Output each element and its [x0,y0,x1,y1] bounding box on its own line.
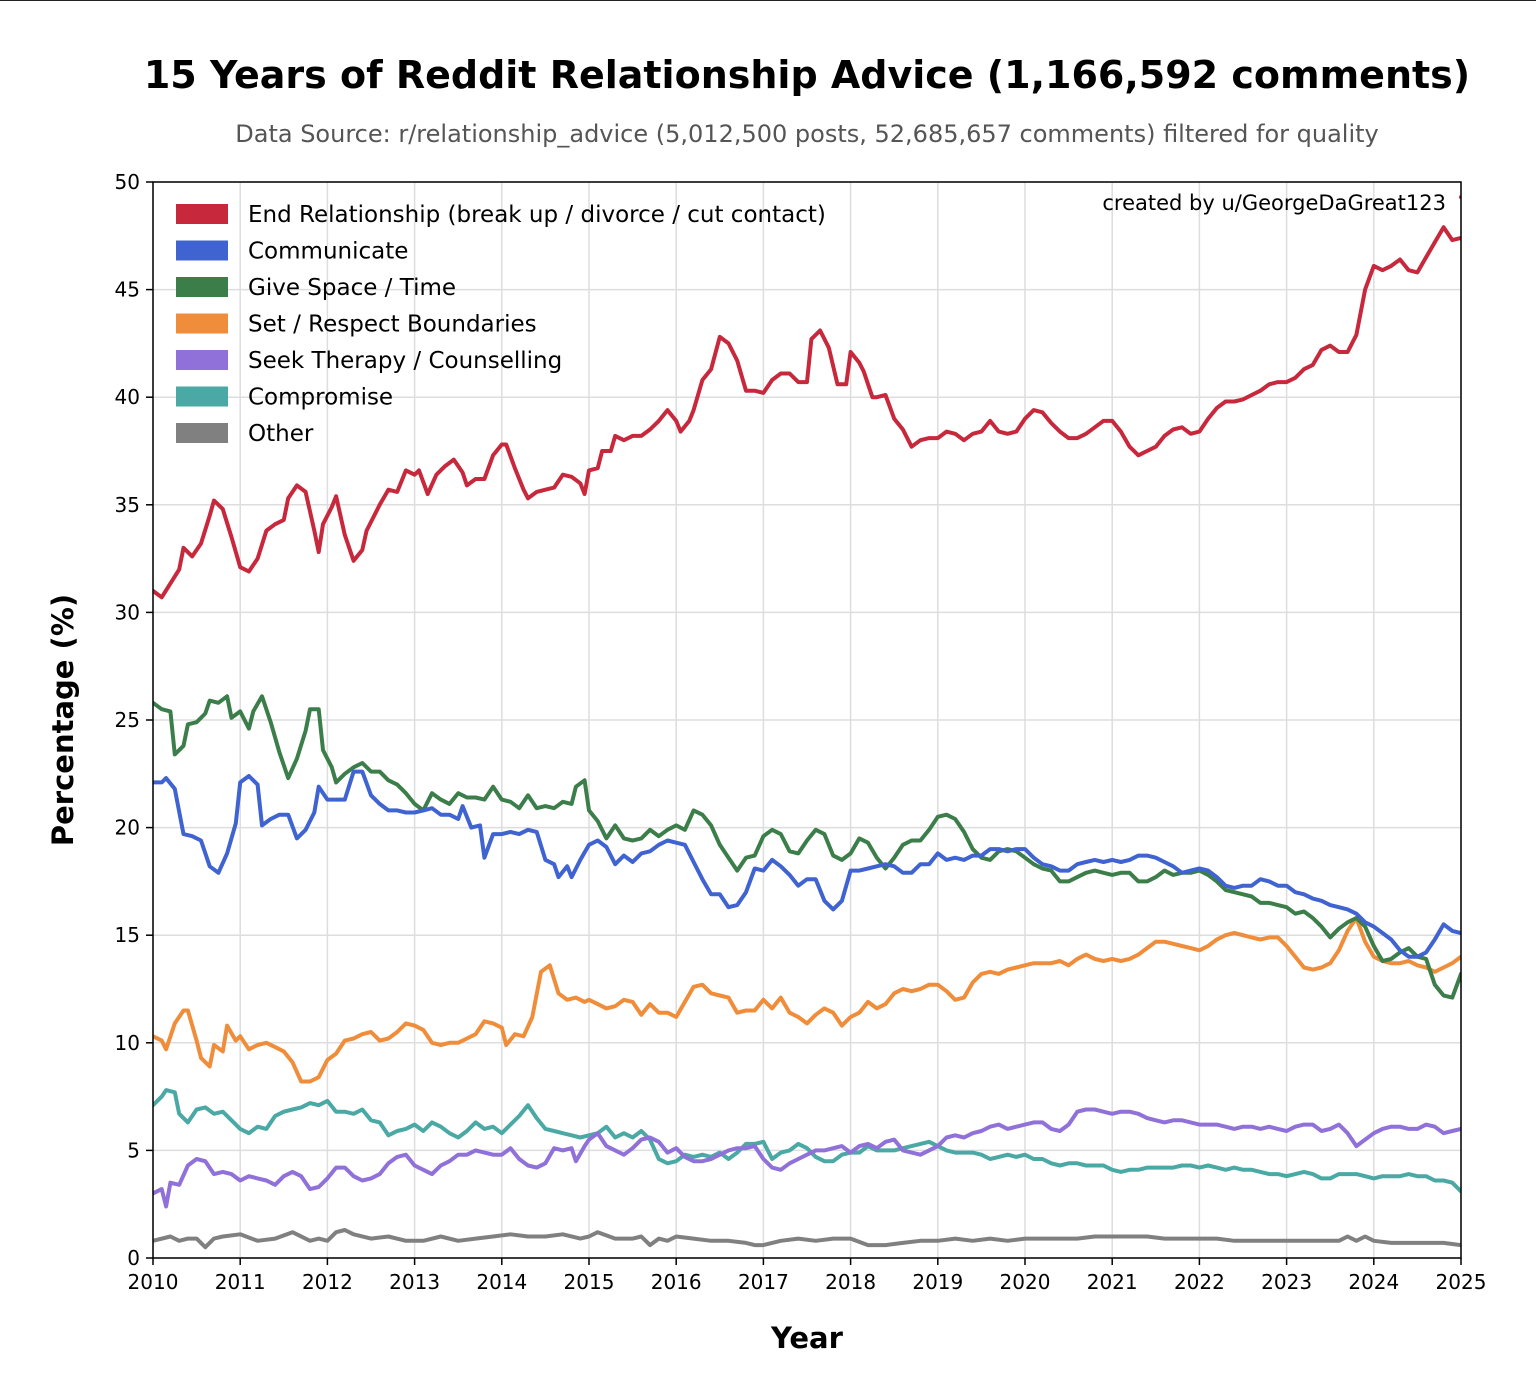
grid [152,181,1462,1259]
x-tick-label: 2013 [389,1270,440,1294]
x-tick-label: 2019 [912,1270,963,1294]
legend: End Relationship (break up / divorce / c… [176,202,826,447]
x-tick-label: 2022 [1174,1270,1225,1294]
top-border [0,0,1536,1]
y-tick-label: 25 [115,708,140,732]
series-lines [153,195,1461,1250]
legend-swatch [176,277,228,297]
legend-label: Give Space / Time [248,275,456,301]
x-tick-label: 2023 [1261,1270,1312,1294]
legend-swatch [176,423,228,443]
legend-label: Set / Respect Boundaries [248,312,537,338]
x-tick-label: 2021 [1087,1270,1138,1294]
legend-swatch [176,204,228,224]
legend-swatch [176,313,228,334]
x-tick-label: 2014 [476,1270,527,1294]
series-line-end-relationship-break-up-divorce-cut-contact [153,195,1461,600]
x-tick-label: 2020 [1000,1270,1051,1294]
y-tick-label: 0 [127,1246,140,1270]
x-tick-label: 2016 [651,1270,702,1294]
series-line-seek-therapy-counselling [153,1107,1461,1209]
y-axis-ticks: 0 5 10 15 20 25 30 35 40 45 50 [115,170,153,1270]
y-tick-label: 35 [115,493,140,517]
legend-swatch [176,386,228,407]
x-tick-label: 2025 [1436,1270,1487,1294]
x-axis-label: Year [770,1321,844,1355]
y-tick-label: 10 [115,1031,140,1055]
y-tick-label: 20 [115,816,140,840]
series-line-set-respect-boundaries [153,916,1461,1084]
y-tick-label: 45 [115,278,140,302]
legend-swatch [176,240,228,261]
x-tick-label: 2010 [128,1270,179,1294]
x-tick-label: 2024 [1348,1270,1399,1294]
series-line-communicate [153,769,1461,959]
x-tick-label: 2011 [215,1270,266,1294]
x-tick-label: 2015 [564,1270,615,1294]
x-tick-label: 2017 [738,1270,789,1294]
legend-swatch [176,350,228,370]
series-line-give-space-time [153,694,1461,1000]
chart-subtitle: Data Source: r/relationship_advice (5,01… [235,120,1378,148]
y-tick-label: 50 [115,170,140,194]
y-tick-label: 15 [115,923,140,947]
y-axis-label: Percentage (%) [46,594,80,846]
x-tick-label: 2012 [302,1270,353,1294]
chart-title: 15 Years of Reddit Relationship Advice (… [144,53,1470,97]
legend-label: End Relationship (break up / divorce / c… [248,202,826,228]
series-line-compromise [153,1088,1461,1194]
x-tick-label: 2018 [825,1270,876,1294]
y-tick-label: 40 [115,385,140,409]
legend-label: Other [248,421,314,447]
credit-text: created by u/GeorgeDaGreat123 [1102,191,1446,215]
y-tick-label: 5 [127,1138,140,1162]
x-axis-ticks: 2010 2011 2012 2013 2014 2015 2016 2017 2018 2019… [128,1258,1487,1294]
legend-label: Communicate [248,239,408,265]
series-line-other [153,1228,1461,1250]
y-tick-label: 30 [115,600,140,624]
legend-label: Seek Therapy / Counselling [248,348,562,374]
legend-label: Compromise [248,385,393,411]
